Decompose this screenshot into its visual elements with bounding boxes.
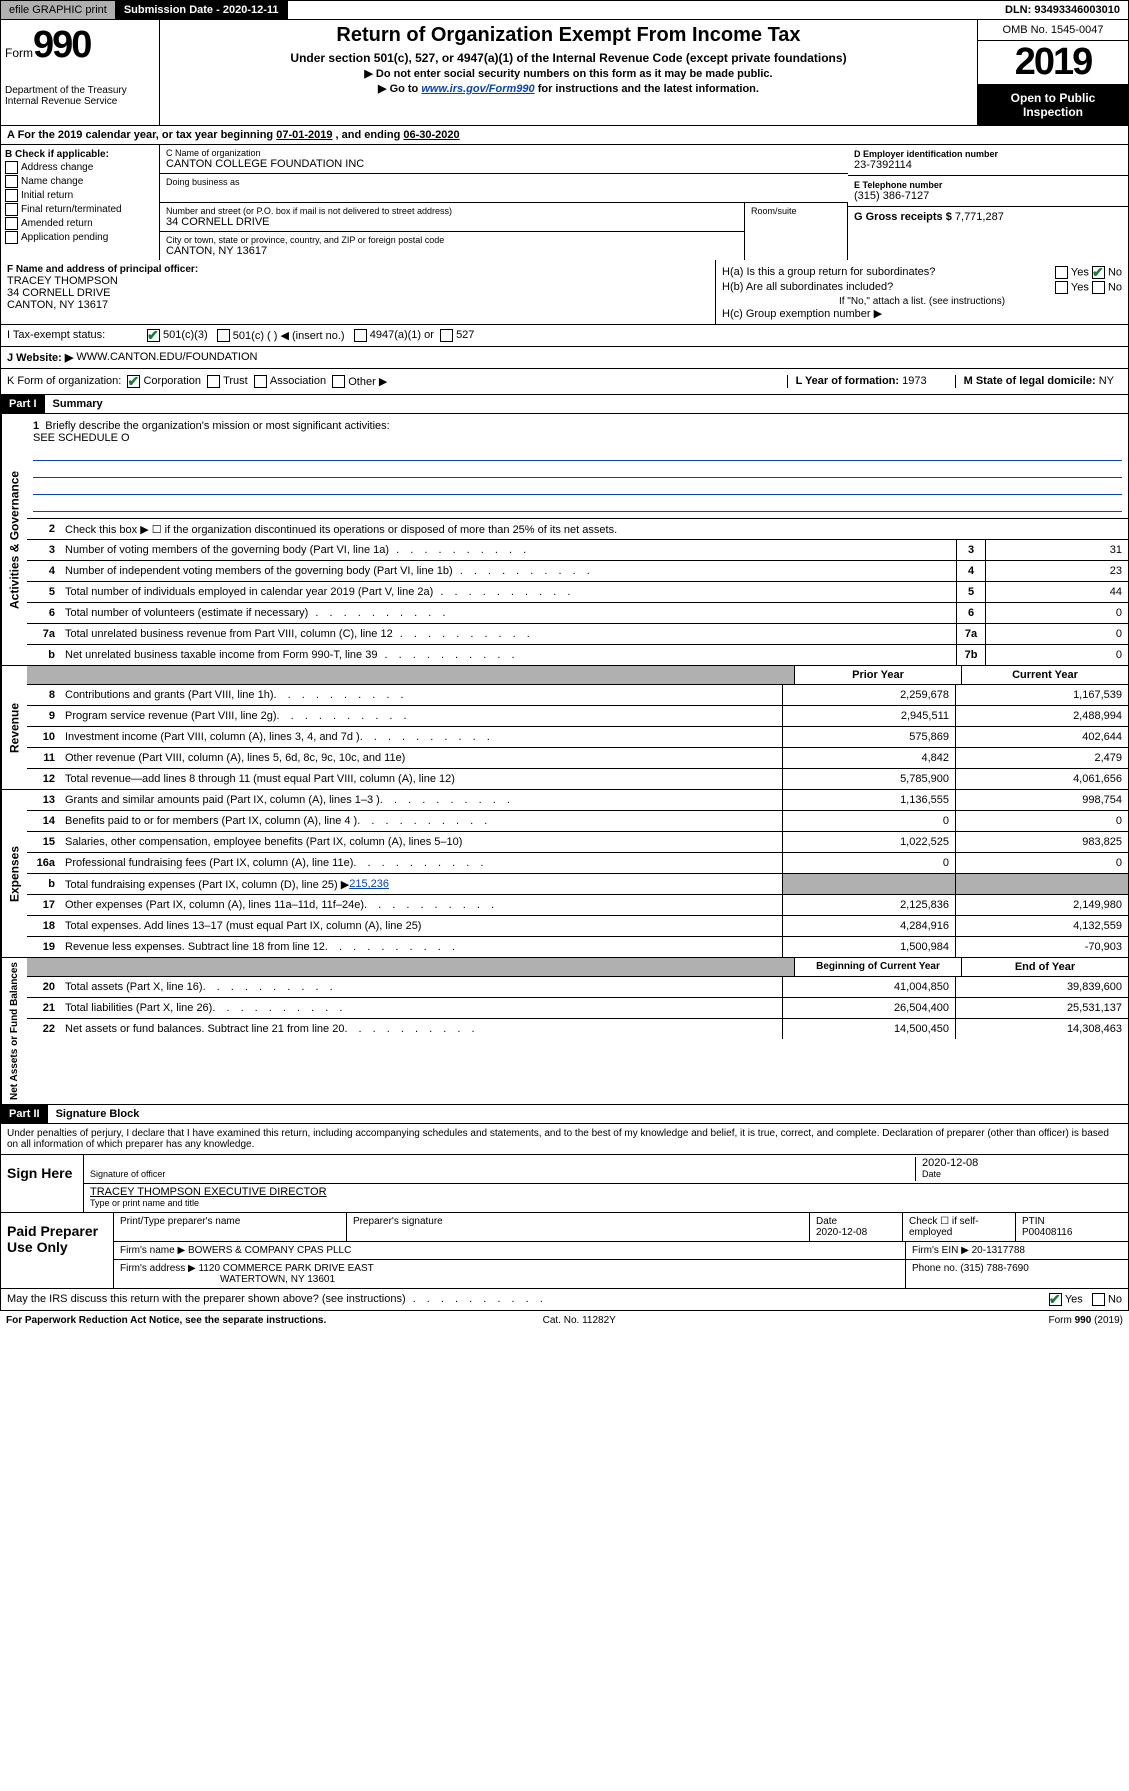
state-domicile: NY (1099, 375, 1114, 387)
cb-discuss-yes[interactable] (1049, 1293, 1062, 1306)
form-header: Form990 Department of the Treasury Inter… (0, 20, 1129, 126)
part2-header: Part II Signature Block (0, 1105, 1129, 1124)
org-name: CANTON COLLEGE FOUNDATION INC (166, 158, 842, 170)
v3: 31 (985, 540, 1128, 560)
part1-header: Part I Summary (0, 395, 1129, 414)
instructions-link[interactable]: www.irs.gov/Form990 (421, 83, 534, 95)
tax-year: 2019 (978, 41, 1128, 85)
mission-value: SEE SCHEDULE O (33, 432, 130, 444)
cb-amended[interactable]: Amended return (5, 217, 155, 230)
form-title: Return of Organization Exempt From Incom… (166, 24, 971, 47)
paid-preparer-label: Paid Preparer Use Only (1, 1213, 114, 1288)
submission-date: Submission Date - 2020-12-11 (116, 1, 288, 19)
cb-final-return[interactable]: Final return/terminated (5, 203, 155, 216)
officer-row: F Name and address of principal officer:… (0, 260, 1129, 325)
revenue-section: Revenue Prior Year Current Year 8Contrib… (0, 666, 1129, 790)
signature-section: Under penalties of perjury, I declare th… (0, 1124, 1129, 1289)
cb-501c[interactable] (217, 329, 230, 342)
open-to-public: Open to Public Inspection (978, 85, 1128, 125)
officer-signature-name: TRACEY THOMPSON EXECUTIVE DIRECTOR (90, 1186, 327, 1198)
cb-application[interactable]: Application pending (5, 231, 155, 244)
firm-ein: 20-1317788 (972, 1245, 1025, 1256)
cb-527[interactable] (440, 329, 453, 342)
room-suite: Room/suite (745, 203, 848, 260)
org-address: 34 CORNELL DRIVE (166, 216, 738, 228)
info-grid: B Check if applicable: Address change Na… (0, 145, 1129, 260)
cb-address-change[interactable]: Address change (5, 161, 155, 174)
tax-period: A For the 2019 calendar year, or tax yea… (0, 126, 1129, 145)
discuss-row: May the IRS discuss this return with the… (0, 1289, 1129, 1311)
v7a: 0 (985, 624, 1128, 644)
v4: 23 (985, 561, 1128, 581)
header-right: OMB No. 1545-0047 2019 Open to Public In… (977, 20, 1128, 125)
ein-column: D Employer identification number 23-7392… (848, 145, 1128, 260)
cb-name-change[interactable]: Name change (5, 175, 155, 188)
sign-here-label: Sign Here (1, 1155, 84, 1212)
cb-501c3[interactable] (147, 329, 160, 342)
v6: 0 (985, 603, 1128, 623)
tax-status-row: I Tax-exempt status: 501(c)(3) 501(c) ( … (0, 325, 1129, 347)
cb-initial-return[interactable]: Initial return (5, 189, 155, 202)
footer: For Paperwork Reduction Act Notice, see … (0, 1311, 1129, 1330)
officer-name: TRACEY THOMPSON (7, 275, 709, 287)
cb-discuss-no[interactable] (1092, 1293, 1105, 1306)
top-bar: efile GRAPHIC print Submission Date - 20… (0, 0, 1129, 20)
cb-4947[interactable] (354, 329, 367, 342)
sign-date: 2020-12-08 (922, 1157, 1122, 1169)
website-value: WWW.CANTON.EDU/FOUNDATION (76, 351, 257, 364)
current-year-header: Current Year (961, 666, 1128, 684)
dln: DLN: 93493346003010 (997, 1, 1128, 19)
omb-number: OMB No. 1545-0047 (978, 20, 1128, 41)
cb-other[interactable] (332, 375, 345, 388)
form-title-block: Return of Organization Exempt From Incom… (160, 20, 977, 125)
firm-name: BOWERS & COMPANY CPAS PLLC (188, 1245, 351, 1256)
form-number-block: Form990 Department of the Treasury Inter… (1, 20, 160, 125)
prior-year-header: Prior Year (794, 666, 961, 684)
website-row: J Website: ▶ WWW.CANTON.EDU/FOUNDATION (0, 347, 1129, 369)
telephone: (315) 386-7127 (854, 190, 1122, 202)
ptin: P00408116 (1022, 1227, 1072, 1238)
efile-label[interactable]: efile GRAPHIC print (1, 1, 116, 19)
cb-assoc[interactable] (254, 375, 267, 388)
v7b: 0 (985, 645, 1128, 665)
firm-phone: (315) 788-7690 (960, 1263, 1028, 1274)
cb-trust[interactable] (207, 375, 220, 388)
ein: 23-7392114 (854, 159, 1122, 171)
v5: 44 (985, 582, 1128, 602)
org-city: CANTON, NY 13617 (166, 245, 738, 257)
org-info-column: C Name of organization CANTON COLLEGE FO… (160, 145, 848, 260)
expenses-section: Expenses 13Grants and similar amounts pa… (0, 790, 1129, 958)
checkbox-column: B Check if applicable: Address change Na… (1, 145, 160, 260)
net-assets-section: Net Assets or Fund Balances Beginning of… (0, 958, 1129, 1105)
governance-section: Activities & Governance 1 Briefly descri… (0, 414, 1129, 666)
gross-receipts: 7,771,287 (955, 211, 1004, 223)
form-of-org-row: K Form of organization: Corporation Trus… (0, 369, 1129, 395)
cb-corp[interactable] (127, 375, 140, 388)
year-formation: 1973 (902, 375, 926, 387)
